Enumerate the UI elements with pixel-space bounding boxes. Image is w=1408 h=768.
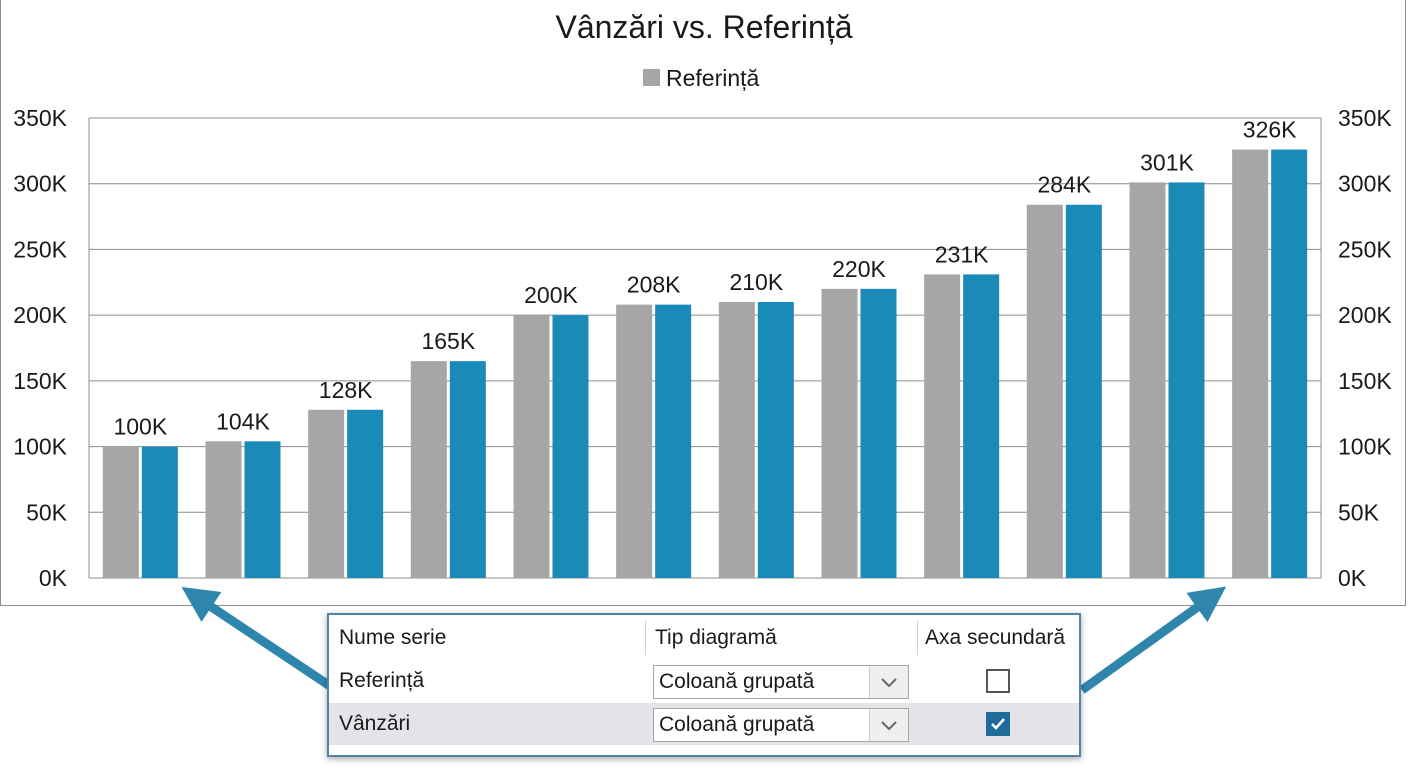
header-secondary-axis: Axa secundară xyxy=(925,626,1066,649)
bar-reference xyxy=(410,361,447,578)
bar-sales xyxy=(552,315,589,578)
y-tick-label-left: 200K xyxy=(13,302,67,328)
data-label: 165K xyxy=(421,328,475,354)
y-tick-label-right: 0K xyxy=(1338,565,1367,591)
bar-reference xyxy=(205,441,242,578)
bar-reference xyxy=(1232,149,1269,579)
legend: Referință xyxy=(643,65,760,91)
data-label: 200K xyxy=(524,282,578,308)
chart-type-dropdown[interactable]: Coloană grupată xyxy=(653,708,909,742)
legend-label-reference: Referință xyxy=(666,65,760,91)
secondary-axis-checkbox[interactable] xyxy=(986,669,1010,693)
bar-sales xyxy=(244,441,281,578)
bar-reference xyxy=(102,446,139,578)
bar-sales xyxy=(655,304,692,578)
bar-reference xyxy=(1026,204,1063,578)
chevron-down-icon[interactable] xyxy=(869,709,908,741)
bar-reference xyxy=(821,288,858,578)
y-tick-label-left: 300K xyxy=(13,171,67,197)
y-tick-label-left: 250K xyxy=(13,236,67,262)
data-label: 284K xyxy=(1037,172,1091,198)
y-tick-label-left: 0K xyxy=(39,565,68,591)
data-label: 301K xyxy=(1140,149,1194,175)
series-row-reference: Referință Coloană grupată xyxy=(329,659,1079,703)
chart-title: Vânzări vs. Referință xyxy=(555,9,852,45)
chevron-down-icon[interactable] xyxy=(869,666,908,698)
bar-reference xyxy=(616,304,653,578)
bar-reference xyxy=(718,302,755,578)
header-series-name: Nume serie xyxy=(339,626,447,649)
bar-sales xyxy=(141,446,178,578)
series-name-label: Vânzări xyxy=(339,712,411,735)
panel-header-row: Nume serie Tip diagramă Axa secundară xyxy=(329,617,1079,659)
bar-sales xyxy=(860,288,897,578)
chart-type-value: Coloană grupată xyxy=(659,670,815,693)
bar-sales xyxy=(449,361,486,578)
arrow-left xyxy=(181,587,339,694)
bar-sales xyxy=(963,274,1000,578)
secondary-axis-checkbox[interactable] xyxy=(986,712,1010,736)
column-divider xyxy=(917,621,918,655)
series-name-label: Referință xyxy=(339,669,425,692)
bar-reference xyxy=(308,409,345,578)
chart-type-value: Coloană grupată xyxy=(659,713,815,736)
data-label: 208K xyxy=(627,272,681,298)
data-label: 100K xyxy=(113,414,167,440)
legend-swatch-reference xyxy=(643,69,660,86)
series-options-panel: Nume serie Tip diagramă Axa secundară Re… xyxy=(327,613,1081,757)
data-label: 326K xyxy=(1243,117,1297,143)
bar-reference xyxy=(924,274,961,578)
data-label: 220K xyxy=(832,256,886,282)
data-label: 128K xyxy=(319,377,373,403)
bar-sales xyxy=(757,302,794,578)
header-chart-type: Tip diagramă xyxy=(655,626,777,649)
data-label: 231K xyxy=(935,241,989,267)
bar-reference xyxy=(1129,182,1166,578)
data-label: 210K xyxy=(729,269,783,295)
y-tick-label-left: 100K xyxy=(13,434,67,460)
bar-sales xyxy=(1271,149,1308,579)
y-tick-label-right: 100K xyxy=(1338,434,1392,460)
y-tick-label-left: 350K xyxy=(13,105,67,131)
y-tick-label-left: 50K xyxy=(26,499,68,525)
y-tick-label-right: 50K xyxy=(1338,499,1380,525)
y-tick-label-right: 200K xyxy=(1338,302,1392,328)
y-tick-label-right: 300K xyxy=(1338,171,1392,197)
arrow-right xyxy=(1079,586,1227,694)
y-tick-label-left: 150K xyxy=(13,368,67,394)
checkmark-icon xyxy=(991,718,1005,730)
y-tick-label-right: 350K xyxy=(1338,105,1392,131)
series-row-sales: Vânzări Coloană grupată xyxy=(329,703,1079,745)
chart-area: 100K 104K 128K 165K 200K 208K 210K 220K 231K 284K… xyxy=(0,0,1406,606)
y-tick-label-right: 250K xyxy=(1338,236,1392,262)
bar-sales xyxy=(1065,204,1102,578)
bar-reference xyxy=(513,315,550,578)
column-divider xyxy=(645,621,646,655)
bar-sales xyxy=(1168,182,1205,578)
data-label: 104K xyxy=(216,408,270,434)
bar-sales xyxy=(347,409,384,578)
chart-canvas: 100K 104K 128K 165K 200K 208K 210K 220K 231K 284K… xyxy=(13,9,1392,591)
chart-type-dropdown[interactable]: Coloană grupată xyxy=(653,665,909,699)
y-tick-label-right: 150K xyxy=(1338,368,1392,394)
